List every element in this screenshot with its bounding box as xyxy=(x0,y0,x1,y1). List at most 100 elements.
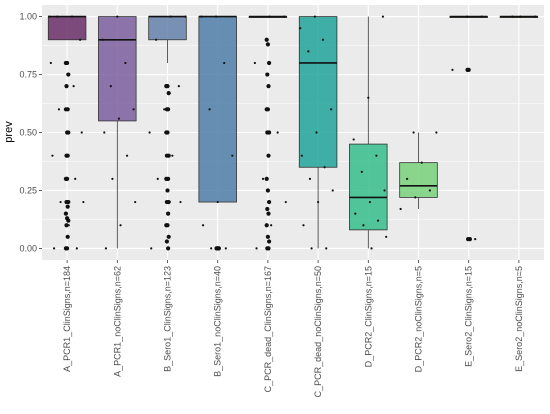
data-point xyxy=(299,27,302,30)
data-point xyxy=(111,177,114,180)
data-point xyxy=(399,207,402,211)
data-point xyxy=(155,38,158,41)
data-point xyxy=(70,15,74,18)
data-point xyxy=(79,38,82,41)
box-7 xyxy=(349,16,388,249)
data-point xyxy=(156,177,159,180)
box-1 xyxy=(47,15,87,251)
outlier-point xyxy=(266,246,271,251)
data-point xyxy=(66,154,69,157)
data-point xyxy=(261,177,265,180)
outlier-point xyxy=(65,176,70,181)
data-point xyxy=(383,189,386,192)
data-point xyxy=(352,138,355,141)
outlier-point xyxy=(267,60,272,66)
data-point xyxy=(52,247,56,250)
outlier-point xyxy=(165,223,170,228)
x-axis: A_PCR1_ClinSigns,n=184 A_PCR1_noClinSigns… xyxy=(62,260,524,397)
box-10 xyxy=(499,15,539,18)
data-point xyxy=(116,15,119,18)
x-tick-label: C_PCR_dead_ClinSigns,n=167 xyxy=(263,266,273,392)
y-tick-label: 0.75 xyxy=(19,70,37,80)
data-point xyxy=(362,224,365,227)
outlier-point xyxy=(266,211,271,216)
data-point xyxy=(406,177,409,180)
box-3 xyxy=(148,15,187,251)
data-point xyxy=(103,131,106,134)
data-point xyxy=(412,131,415,134)
data-point xyxy=(474,238,477,241)
data-point xyxy=(307,50,310,53)
outlier-point xyxy=(66,218,71,223)
data-point xyxy=(208,108,211,111)
data-point xyxy=(367,96,370,99)
data-point xyxy=(354,212,357,215)
data-point xyxy=(72,85,75,88)
data-point xyxy=(376,219,380,222)
data-point xyxy=(49,61,52,65)
data-point xyxy=(465,15,469,18)
data-point xyxy=(323,166,326,169)
box-body xyxy=(399,162,438,198)
data-point xyxy=(56,15,59,18)
y-tick-label: 1.00 xyxy=(19,12,37,22)
data-point xyxy=(210,247,213,250)
data-point xyxy=(148,131,151,134)
data-point xyxy=(315,131,318,134)
outlier-point xyxy=(66,130,71,135)
data-point xyxy=(48,15,51,18)
box-4 xyxy=(198,15,237,251)
data-point xyxy=(119,224,122,227)
outlier-point xyxy=(265,130,270,135)
data-point xyxy=(428,189,431,192)
data-point xyxy=(370,247,373,250)
data-point xyxy=(184,15,187,18)
x-tick-label: C_PCR_dead_noClinSigns,n=50 xyxy=(313,266,323,397)
box-body xyxy=(148,16,187,41)
box-6 xyxy=(298,16,338,249)
outlier-point xyxy=(65,204,70,209)
data-point xyxy=(270,224,273,227)
outlier-point xyxy=(267,239,272,244)
outlier-point xyxy=(466,67,471,73)
data-point xyxy=(420,161,423,164)
outlier-point xyxy=(166,246,171,251)
x-tick-label: D_PCR2_noClinSigns,n=5 xyxy=(414,266,424,372)
outlier-point xyxy=(264,37,269,42)
outlier-point xyxy=(65,234,70,239)
outlier-point xyxy=(266,153,271,158)
data-point xyxy=(381,15,385,18)
data-point xyxy=(300,154,303,157)
outlier-point xyxy=(64,223,69,228)
data-point xyxy=(284,200,287,204)
data-point xyxy=(302,224,305,227)
box-8 xyxy=(399,132,438,209)
outlier-point xyxy=(265,234,270,239)
box-body xyxy=(98,16,137,122)
outlier-point xyxy=(165,130,170,135)
data-point xyxy=(169,15,172,18)
data-point xyxy=(124,61,127,65)
data-point xyxy=(101,38,104,41)
data-point xyxy=(313,15,316,18)
x-tick-label: B_Sero1_ClinSigns,n=123 xyxy=(163,266,173,372)
outlier-point xyxy=(66,72,71,77)
data-point xyxy=(330,108,333,111)
box-5 xyxy=(248,15,288,251)
data-point xyxy=(283,15,286,18)
data-point xyxy=(223,61,226,65)
data-point xyxy=(201,224,205,227)
outlier-point xyxy=(267,199,272,205)
outlier-point xyxy=(466,237,471,242)
box-body xyxy=(349,143,388,231)
data-point xyxy=(132,108,135,111)
data-point xyxy=(268,15,271,18)
data-point xyxy=(451,68,454,72)
x-tick-label: E_Sero2_noClinSigns,n=5 xyxy=(514,266,524,372)
data-point xyxy=(150,247,153,250)
data-point xyxy=(75,247,78,250)
x-tick-label: D_PCR2_ClinSigns,n=15 xyxy=(363,266,373,367)
data-point xyxy=(125,154,129,157)
data-point xyxy=(519,15,522,18)
